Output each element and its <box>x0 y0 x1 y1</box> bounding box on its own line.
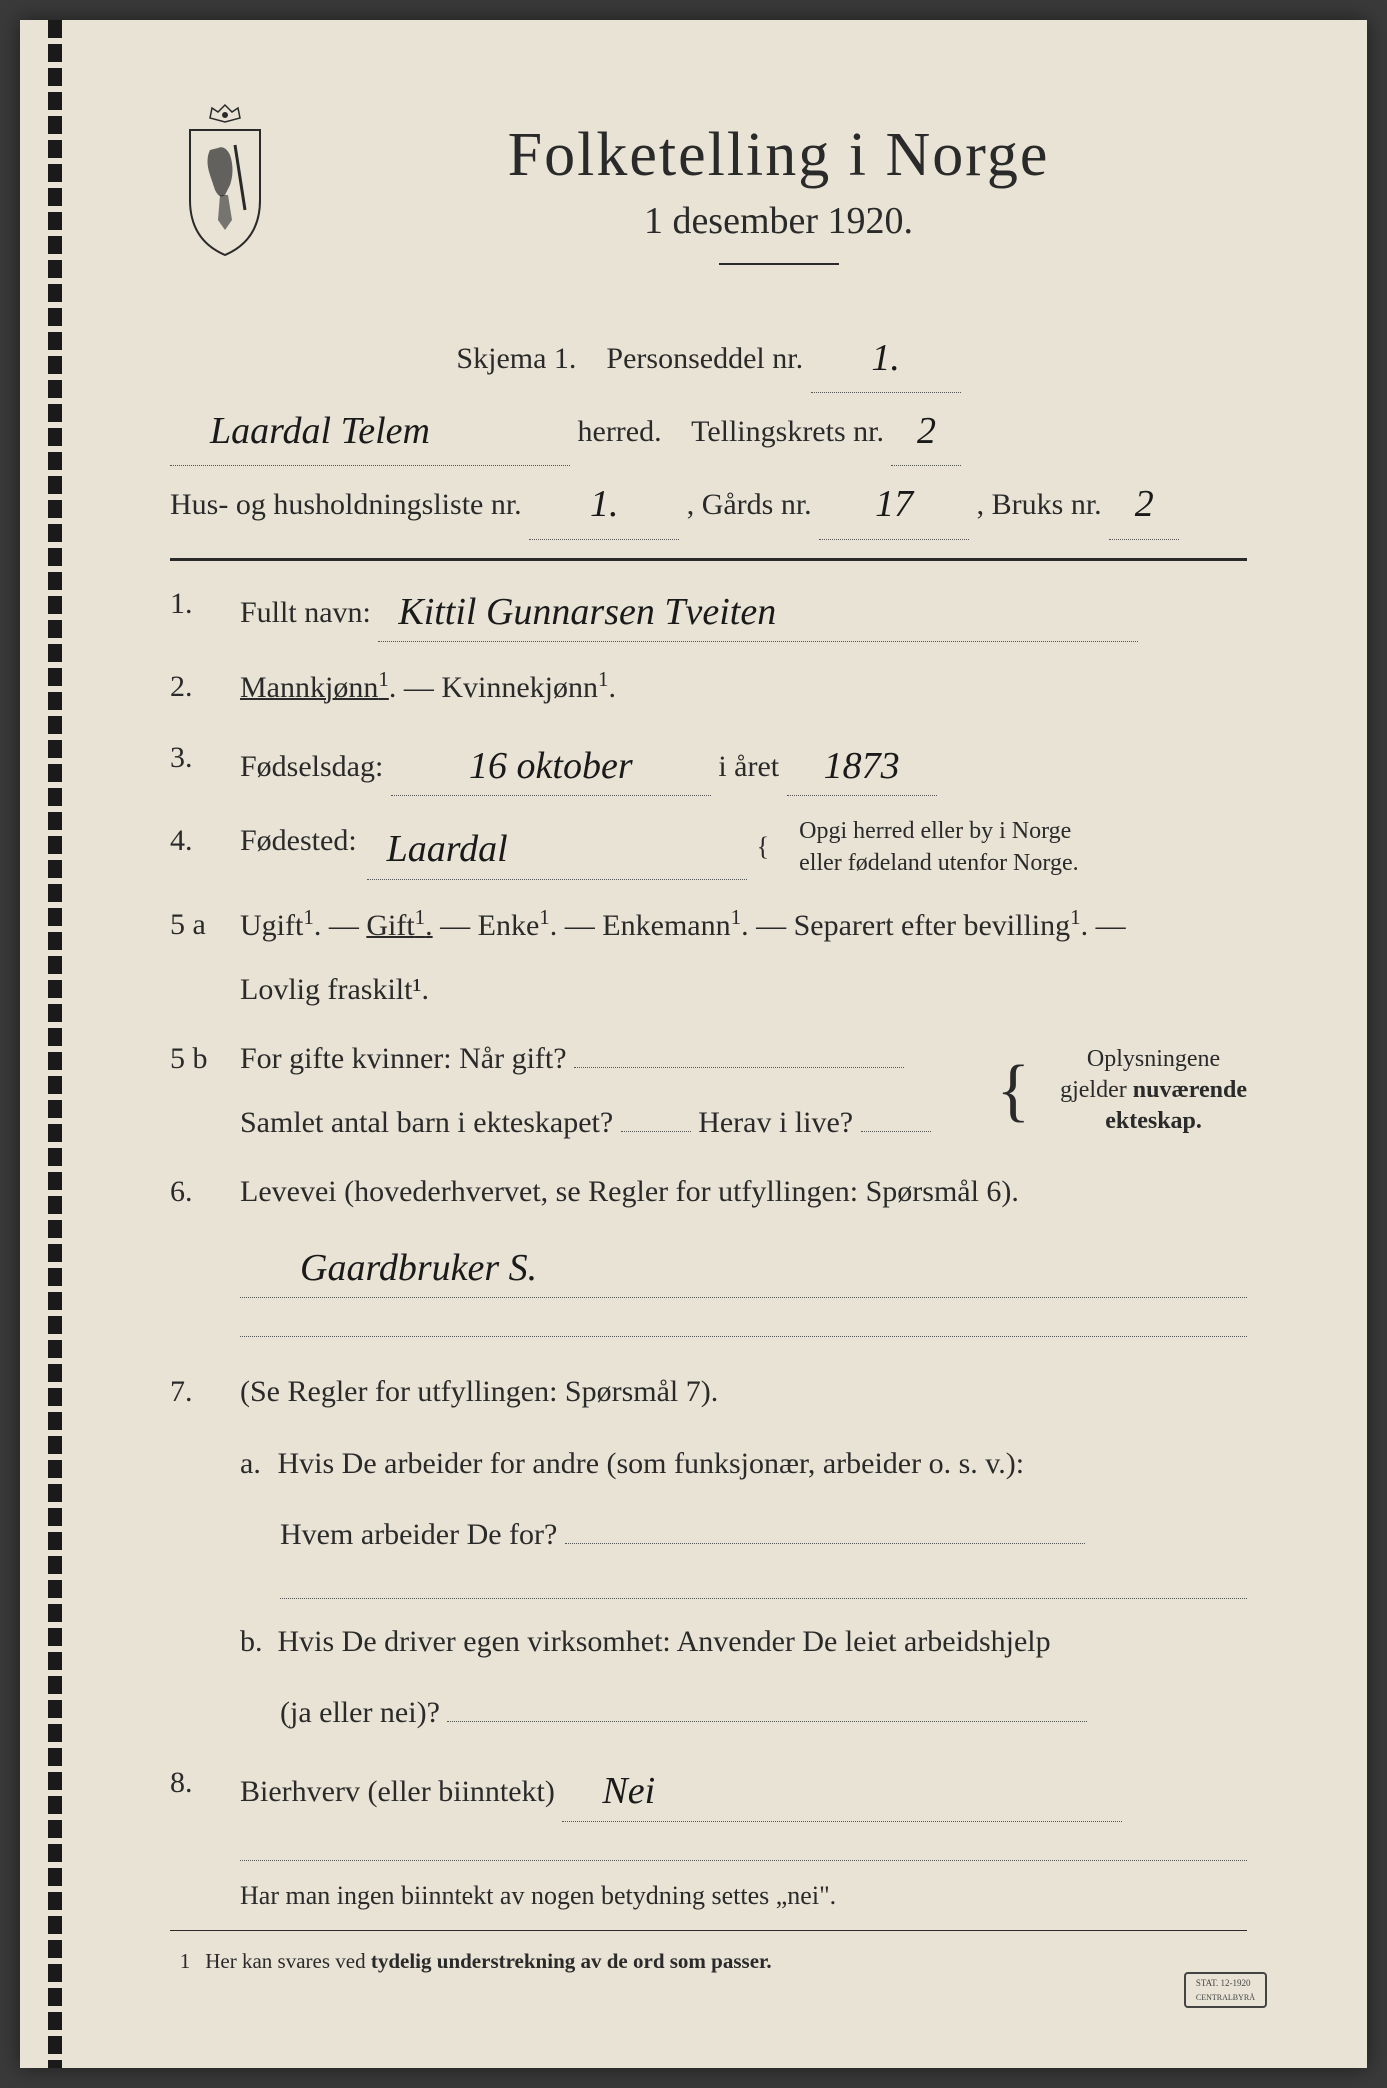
q6-value: Gaardbruker S. <box>300 1237 537 1300</box>
q4: 4. Fødested: Laardal { Opgi herred eller… <box>170 816 1247 880</box>
footer-note: Har man ingen biinntekt av nogen betydni… <box>170 1871 1247 1920</box>
tellingskrets-nr: 2 <box>917 395 936 467</box>
q8-label: Bierhverv (eller biinntekt) <box>240 1775 555 1808</box>
footnote: 1 Her kan svares ved tydelig understrekn… <box>170 1949 1247 1974</box>
q5a-line2: Lovlig fraskilt¹. <box>240 965 1247 1015</box>
gards-label: , Gårds nr. <box>687 488 812 521</box>
q5b-note-1: Oplysningene <box>1087 1046 1220 1072</box>
q2-mannkjonn: Mannkjønn1 <box>240 671 389 704</box>
bruks-label: , Bruks nr. <box>977 488 1102 521</box>
q5b-l2b: Herav i live? <box>698 1106 853 1139</box>
q6-label: Levevei (hovederhvervet, se Regler for u… <box>240 1175 1019 1208</box>
q1-label: Fullt navn: <box>240 596 371 629</box>
q6-num: 6. <box>170 1167 220 1347</box>
q7a2: Hvem arbeider De for? <box>280 1518 557 1551</box>
hus-label: Hus- og husholdningsliste nr. <box>170 488 522 521</box>
main-title: Folketelling i Norge <box>310 120 1247 191</box>
gards-nr: 17 <box>875 468 913 540</box>
divider-2 <box>170 1930 1247 1931</box>
stamp: STAT. 12-1920 CENTRALBYRÅ <box>1184 1972 1267 2008</box>
q5b-note: { Oplysningene gjelder nuværende ekteska… <box>997 1044 1248 1138</box>
q5b-note-3: ekteskap. <box>1105 1108 1202 1134</box>
schema-line: Skjema 1. Personseddel nr. 1. <box>170 320 1247 393</box>
q5b: 5 b For gifte kvinner: Når gift? Samlet … <box>170 1034 1247 1147</box>
q5a-num: 5 a <box>170 900 220 1014</box>
q3-day: 16 oktober <box>469 735 633 798</box>
q7b: Hvis De driver egen virksomhet: Anvender… <box>278 1625 1051 1658</box>
q7a: Hvis De arbeider for andre (som funksjon… <box>278 1447 1025 1480</box>
q7a-letter: a. <box>240 1439 270 1489</box>
q4-label: Fødested: <box>240 816 357 866</box>
q5a-options: Ugift1. — Gift1. — Enke1. — Enkemann1. —… <box>240 909 1126 942</box>
q6: 6. Levevei (hovederhvervet, se Regler fo… <box>170 1167 1247 1347</box>
q8: 8. Bierhverv (eller biinntekt) Nei <box>170 1758 1247 1822</box>
q2-kvinnekjonn: Kvinnekjønn1 <box>441 671 608 704</box>
personseddel-label: Personseddel nr. <box>606 342 803 375</box>
schema-label: Skjema 1. <box>456 342 576 375</box>
divider-1 <box>170 558 1247 561</box>
q5b-l1: For gifte kvinner: Når gift? <box>240 1042 567 1075</box>
q1-value: Kittil Gunnarsen Tveiten <box>398 581 776 644</box>
q4-value: Laardal <box>387 818 508 881</box>
q5b-note-2: gjelder nuværende <box>1060 1077 1247 1103</box>
title-block: Folketelling i Norge 1 desember 1920. <box>310 120 1247 290</box>
footnote-num: 1 <box>170 1949 200 1974</box>
q8-value: Nei <box>602 1760 655 1823</box>
hus-line: Hus- og husholdningsliste nr. 1. , Gårds… <box>170 466 1247 539</box>
q7-label: (Se Regler for utfyllingen: Spørsmål 7). <box>240 1375 718 1408</box>
personseddel-nr: 1. <box>871 322 900 394</box>
q5a: 5 a Ugift1. — Gift1. — Enke1. — Enkemann… <box>170 900 1247 1014</box>
q5b-num: 5 b <box>170 1034 220 1147</box>
q8-num: 8. <box>170 1758 220 1822</box>
footnote-text: Her kan svares ved tydelig understreknin… <box>205 1949 771 1973</box>
q4-note: { Opgi herred eller by i Norge eller fød… <box>757 816 1079 878</box>
q7-num: 7. <box>170 1367 220 1738</box>
herred-line: Laardal Telem herred. Tellingskrets nr. … <box>170 393 1247 466</box>
q4-note-1: Opgi herred eller by i Norge <box>799 818 1071 844</box>
q4-note-2: eller fødeland utenfor Norge. <box>799 850 1078 876</box>
q3-num: 3. <box>170 733 220 797</box>
q3-year: 1873 <box>824 735 900 798</box>
bruks-nr: 2 <box>1135 468 1154 540</box>
q7b-letter: b. <box>240 1617 270 1667</box>
q3-mid: i året <box>718 750 779 783</box>
q2: 2. Mannkjønn1. — Kvinnekjønn1. <box>170 662 1247 713</box>
q1-num: 1. <box>170 579 220 643</box>
q4-num: 4. <box>170 816 220 880</box>
subtitle: 1 desember 1920. <box>310 199 1247 243</box>
herred-label: herred. <box>578 415 662 448</box>
coat-of-arms-icon <box>170 100 280 265</box>
questions: 1. Fullt navn: Kittil Gunnarsen Tveiten … <box>170 579 1247 1822</box>
q7: 7. (Se Regler for utfyllingen: Spørsmål … <box>170 1367 1247 1738</box>
title-rule <box>719 263 839 265</box>
census-form-page: Folketelling i Norge 1 desember 1920. Sk… <box>20 20 1367 2068</box>
q5b-l2a: Samlet antal barn i ekteskapet? <box>240 1106 613 1139</box>
herred-value: Laardal Telem <box>210 395 430 467</box>
q3-label: Fødselsdag: <box>240 750 383 783</box>
q2-num: 2. <box>170 662 220 713</box>
hus-nr: 1. <box>590 468 619 540</box>
tellingskrets-label: Tellingskrets nr. <box>691 415 884 448</box>
q7b2: (ja eller nei)? <box>280 1696 440 1729</box>
q1: 1. Fullt navn: Kittil Gunnarsen Tveiten <box>170 579 1247 643</box>
header: Folketelling i Norge 1 desember 1920. <box>170 120 1247 290</box>
q3: 3. Fødselsdag: 16 oktober i året 1873 <box>170 733 1247 797</box>
